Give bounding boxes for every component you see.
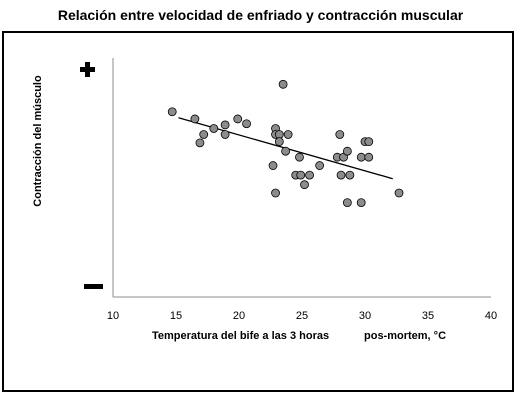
data-point [300,180,309,190]
minus-symbol: − [84,284,103,289]
data-point [295,152,304,162]
data-point [283,130,293,139]
data-point [342,146,352,156]
data-point [364,152,374,162]
data-point [242,119,251,129]
x-tick-label: 20 [233,310,245,322]
plus-symbol: + [80,62,95,77]
data-point [335,130,345,139]
data-point [281,146,291,156]
data-point [356,152,366,162]
x-axis-label-part1: Temperatura del bife a las 3 horas [152,330,330,342]
data-point [274,137,284,147]
data-point [356,198,366,207]
data-point [394,188,404,198]
data-point [233,114,243,124]
x-tick-label: 35 [422,310,434,322]
x-tick-label: 15 [170,310,182,322]
data-point [305,170,314,180]
data-point [209,124,219,133]
chart-title: Relación entre velocidad de enfriado y c… [57,7,464,23]
x-tick-label: 10 [107,310,119,322]
x-tick-label: 40 [485,310,497,322]
data-point [220,130,230,139]
data-point [342,198,352,207]
data-point [278,79,288,89]
data-point [195,138,205,148]
data-point [271,188,280,198]
data-point [199,130,209,139]
data-point [336,170,346,180]
chart-frame [2,31,514,392]
x-tick-label: 30 [359,310,371,322]
data-point [268,161,278,170]
data-point [315,161,325,170]
data-point [296,170,306,180]
data-point [345,170,355,180]
data-point [364,137,374,147]
x-tick-label: 25 [296,310,308,322]
data-point [167,107,177,117]
x-axis-label-part2: pos-mortem, °C [364,330,447,342]
data-point [190,114,200,124]
data-point [220,120,230,130]
